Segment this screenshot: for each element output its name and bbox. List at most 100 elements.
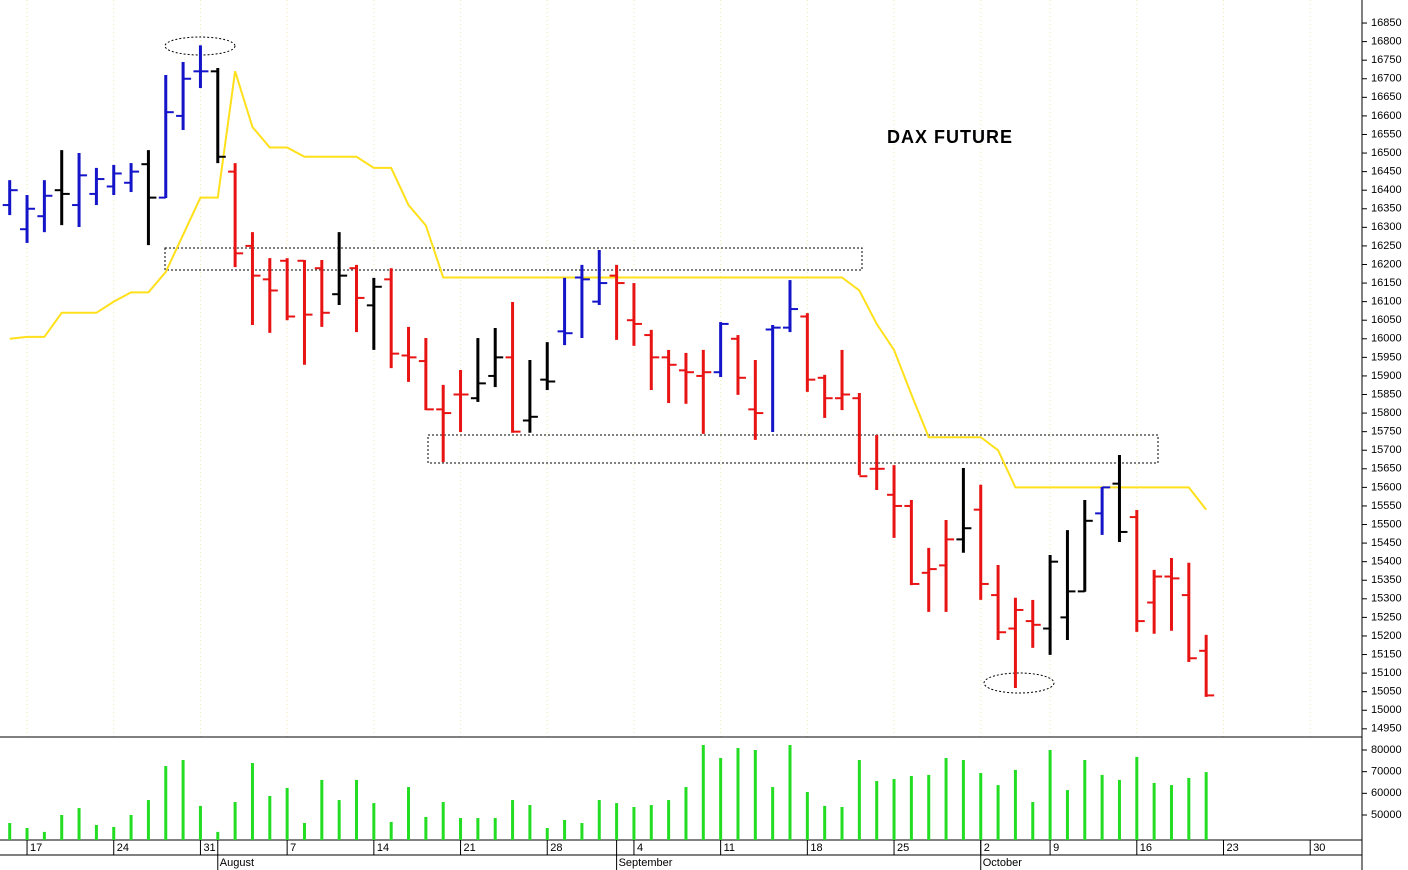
y-tick-label: 15650	[1371, 463, 1402, 475]
y-tick-label: 14950	[1371, 723, 1402, 735]
volume-bar	[268, 795, 272, 840]
volume-bar	[823, 805, 827, 840]
x-tick-label: 23	[1227, 842, 1239, 854]
volume-bar	[996, 785, 1000, 840]
x-tick-label: 30	[1313, 842, 1325, 854]
volume-bar	[961, 759, 965, 840]
y-tick-label: 16050	[1371, 314, 1402, 326]
volume-bar	[146, 800, 150, 840]
y-tick-label: 15350	[1371, 574, 1402, 586]
volume-bar	[1031, 801, 1035, 840]
volume-bar	[25, 827, 29, 840]
y-tick-label: 15700	[1371, 444, 1402, 456]
volume-bar	[1100, 774, 1104, 840]
y-tick-label: 16650	[1371, 91, 1402, 103]
y-tick-label: 16350	[1371, 203, 1402, 215]
volume-bar	[805, 792, 809, 840]
y-tick-label: 16000	[1371, 333, 1402, 345]
volume-bar	[597, 800, 601, 840]
y-tick-label: 15800	[1371, 407, 1402, 419]
x-tick-label: 2	[984, 842, 990, 854]
volume-bar	[649, 805, 653, 840]
y-tick-label: 16300	[1371, 221, 1402, 233]
volume-bar	[580, 823, 584, 840]
volume-bar	[667, 800, 671, 840]
volume-bar	[563, 819, 567, 840]
range-box	[164, 247, 863, 271]
y-tick-label: 16550	[1371, 128, 1402, 140]
y-tick-label: 15500	[1371, 518, 1402, 530]
y-tick-label: 15050	[1371, 686, 1402, 698]
volume-bar	[753, 749, 757, 840]
volume-bar	[476, 818, 480, 840]
y-tick-label: 15950	[1371, 351, 1402, 363]
volume-bar	[1065, 790, 1069, 840]
y-tick-label: 16250	[1371, 240, 1402, 252]
volume-bar	[355, 779, 358, 840]
y-tick-label: 15300	[1371, 593, 1402, 605]
volume-bar	[875, 780, 879, 840]
volume-bar	[129, 814, 133, 840]
y-tick-label: 15750	[1371, 426, 1402, 438]
volume-bar	[285, 787, 289, 840]
y-tick-label: 16100	[1371, 296, 1402, 308]
volume-bar	[198, 805, 202, 840]
chart-title: DAX FUTURE	[887, 127, 1013, 147]
x-tick-label: 9	[1053, 842, 1059, 854]
month-label: August	[220, 857, 254, 869]
volume-bar	[1083, 759, 1087, 840]
y-tick-label: 16150	[1371, 277, 1402, 289]
y-tick-label: 16500	[1371, 147, 1402, 159]
y-tick-label: 70000	[1371, 766, 1402, 778]
x-tick-label: 31	[203, 842, 215, 854]
month-label: September	[619, 857, 673, 869]
volume-bar	[615, 803, 619, 840]
volume-bar	[372, 803, 376, 840]
volume-bar	[1152, 782, 1156, 840]
volume-bar	[909, 775, 913, 840]
x-tick-label: 7	[290, 842, 296, 854]
x-tick-label: 14	[377, 842, 389, 854]
volume-bar	[771, 787, 775, 840]
volume-bar	[493, 818, 497, 840]
y-tick-label: 15250	[1371, 611, 1402, 623]
volume-bar	[216, 831, 220, 840]
volume-bar	[719, 758, 723, 840]
y-tick-label: 15550	[1371, 500, 1402, 512]
y-tick-label: 15000	[1371, 704, 1402, 716]
volume-bar	[77, 808, 81, 840]
y-tick-label: 16450	[1371, 166, 1402, 178]
x-tick-label: 11	[724, 842, 735, 854]
volume-bar	[233, 801, 237, 840]
volume-bar	[979, 772, 983, 840]
y-tick-label: 16200	[1371, 258, 1402, 270]
volume-bar	[857, 759, 861, 840]
volume-bar	[736, 748, 740, 840]
volume-bar	[1048, 749, 1052, 840]
volume-bar	[684, 787, 688, 840]
volume-bar	[701, 745, 705, 840]
volume-bar	[441, 801, 445, 840]
y-tick-label: 15900	[1371, 370, 1402, 382]
volume-bar	[8, 823, 12, 840]
x-tick-label: 28	[550, 842, 562, 854]
volume-bar	[337, 800, 341, 840]
volume-bar	[1013, 769, 1017, 840]
y-tick-label: 16800	[1371, 36, 1402, 48]
volume-bar	[302, 823, 306, 840]
y-tick-label: 15100	[1371, 667, 1402, 679]
y-tick-label: 15200	[1371, 630, 1402, 642]
y-tick-label: 60000	[1371, 787, 1402, 799]
x-tick-label: 17	[30, 842, 42, 854]
x-tick-label: 4	[637, 842, 643, 854]
month-label: October	[983, 857, 1022, 869]
volume-bar	[424, 816, 428, 840]
volume-bar	[459, 818, 463, 840]
x-tick-label: 18	[810, 842, 822, 854]
indicator-line	[9, 71, 1207, 511]
y-tick-label: 16400	[1371, 184, 1402, 196]
y-tick-label: 80000	[1371, 744, 1402, 756]
y-tick-label: 15600	[1371, 481, 1402, 493]
volume-bar	[511, 800, 515, 840]
